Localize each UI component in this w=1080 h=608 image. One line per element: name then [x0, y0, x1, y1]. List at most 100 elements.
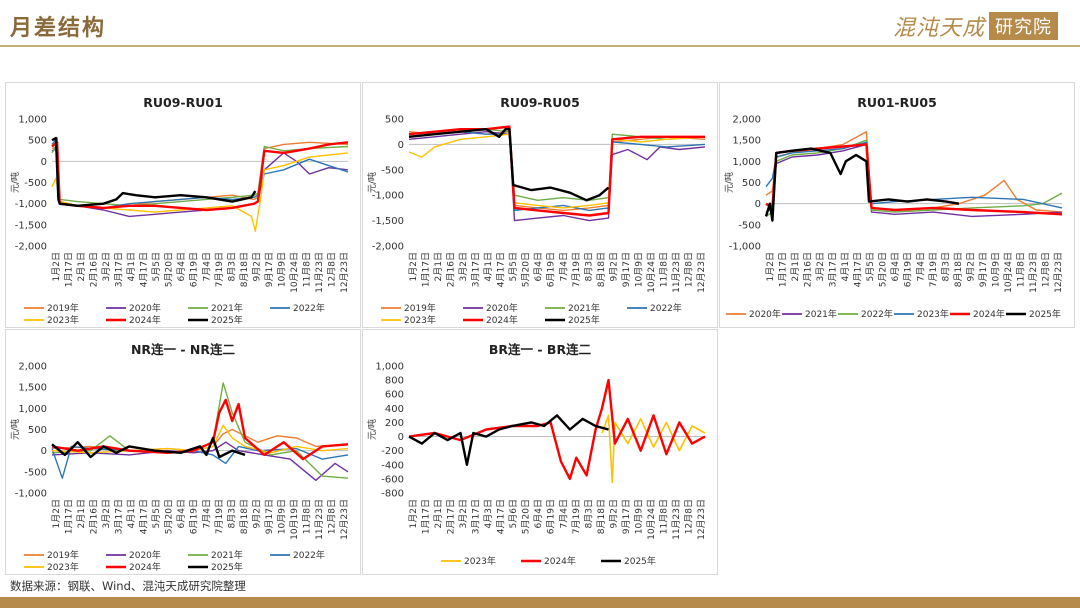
c5-xtick-10: 6月4日: [533, 499, 544, 528]
c3-ytick-0: 2,000: [732, 115, 761, 126]
c3-xtick-16: 9月2日: [965, 252, 976, 281]
brand-text: 混沌天成: [892, 16, 985, 41]
c1-legend-label-7: 2025年: [211, 314, 243, 326]
c1-xtick-7: 4月17日: [139, 252, 150, 287]
c4-xtick-4: 3月2日: [101, 499, 112, 528]
c2-xtick-0: 1月2日: [408, 252, 419, 281]
c4-legend-label-2: 2020年: [129, 549, 161, 561]
c3-xtick-10: 6月4日: [890, 252, 901, 281]
c4-xtick-13: 7月19日: [214, 499, 225, 534]
c5-xtick-9: 5月20日: [521, 499, 532, 534]
c3-ylabel: 元/吨: [723, 172, 735, 193]
c2-xtick-1: 1月17日: [421, 252, 432, 287]
c3-xtick-21: 11月23日: [1028, 252, 1039, 293]
c4-xtick-17: 9月17日: [264, 499, 275, 534]
c5-legend-label-1: 2023年: [464, 555, 496, 567]
c3-legend-label-6: 2025年: [1029, 308, 1061, 320]
c4-xtick-0: 1月2日: [51, 499, 62, 528]
c1-xtick-11: 6月19日: [189, 252, 200, 287]
c4-legend-label-6: 2024年: [129, 561, 161, 573]
c5-xtick-0: 1月2日: [408, 499, 419, 528]
c2-series-7-line: [408, 127, 610, 202]
c2-ylabel: 元/吨: [366, 172, 378, 193]
footer-bar: [0, 597, 1080, 608]
c1-xtick-9: 5月20日: [164, 252, 175, 287]
c4-series-3-line: [51, 382, 349, 479]
c2-xtick-11: 6月19日: [546, 252, 557, 287]
c5-xtick-14: 8月3日: [583, 499, 594, 528]
c3-xtick-7: 4月17日: [853, 252, 864, 287]
c3-xtick-1: 1月17日: [778, 252, 789, 287]
c3-xtick-0: 1月2日: [765, 252, 776, 281]
c2-xtick-18: 10月9日: [633, 252, 644, 287]
c3-xtick-13: 7月19日: [928, 252, 939, 287]
c4-xtick-18: 10月9日: [276, 499, 287, 534]
c4-xtick-12: 7月4日: [201, 499, 212, 528]
c3-xtick-23: 12月23日: [1053, 252, 1064, 293]
c1-ylabel: 元/吨: [9, 172, 21, 193]
c1-xtick-1: 1月17日: [64, 252, 75, 287]
c1-xtick-17: 9月17日: [264, 252, 275, 287]
header-rule: [0, 45, 1080, 47]
c5-xtick-7: 4月17日: [496, 499, 507, 534]
c4-ytick-3: 500: [28, 425, 47, 436]
chart-panel-nr-spread: NR连一 - NR连二 2,000 1,500 1,000 500 0 -500 -1,000…: [5, 329, 361, 575]
c3-legend-label-5: 2024年: [973, 308, 1005, 320]
c2-xtick-19: 10月24日: [646, 252, 657, 293]
c5-xtick-20: 11月8日: [658, 499, 669, 534]
c3-ytick-4: 0: [755, 199, 761, 210]
c1-legend-label-5: 2023年: [47, 314, 79, 326]
c3-series-6-line: [764, 147, 960, 222]
c1-xtick-5: 3月17日: [114, 252, 125, 287]
c4-xtick-21: 11月23日: [314, 499, 325, 540]
c5-ytick-2: 600: [385, 390, 404, 401]
c5-title: BR连一 - BR连二: [489, 342, 592, 357]
c5-xtick-19: 10月24日: [646, 499, 657, 540]
c2-xtick-16: 9月2日: [608, 252, 619, 281]
c1-xtick-8: 5月5日: [151, 252, 162, 281]
c2-legend-label-4: 2022年: [650, 302, 682, 314]
brand-logo: 混沌天成 研究院: [893, 10, 1058, 42]
c5-xtick-3: 2月17日: [446, 499, 457, 534]
c1-xtick-15: 8月18日: [239, 252, 250, 287]
c2-xtick-8: 5月5日: [508, 252, 519, 281]
c4-legend-label-1: 2019年: [47, 549, 79, 561]
c3-legend-label-4: 2023年: [917, 308, 949, 320]
c4-ytick-6: -1,000: [15, 489, 47, 500]
c1-ytick-6: -2,000: [15, 242, 47, 253]
c3-xtick-11: 6月19日: [903, 252, 914, 287]
c4-legend-label-4: 2022年: [293, 549, 325, 561]
c5-legend-label-2: 2024年: [544, 555, 576, 567]
c4-xtick-8: 5月5日: [151, 499, 162, 528]
c1-xtick-18: 10月9日: [276, 252, 287, 287]
c4-xtick-19: 10月19日: [289, 499, 300, 540]
chart-panel-br-spread: BR连一 - BR连二 1,000 800 600 400 200 0 -200 -400 -60…: [362, 329, 718, 575]
c1-xtick-23: 12月23日: [339, 252, 350, 293]
c4-xtick-20: 11月8日: [301, 499, 312, 534]
c4-ytick-1: 1,500: [18, 383, 47, 394]
c1-xtick-20: 11月8日: [301, 252, 312, 287]
c2-xtick-21: 11月23日: [671, 252, 682, 293]
brand-box: 研究院: [989, 12, 1058, 40]
c5-series-1-line: [601, 414, 706, 484]
c3-xtick-20: 11月8日: [1015, 252, 1026, 287]
c3-ytick-5: -500: [738, 220, 761, 231]
c1-legend-label-6: 2024年: [129, 314, 161, 326]
c4-xtick-5: 3月17日: [114, 499, 125, 534]
c3-ytick-2: 1,000: [732, 157, 761, 168]
c2-ytick-4: -1,500: [372, 216, 404, 227]
chart-panel-ru01-ru05: RU01-RU05 2,000 1,500 1,000 500 0 -500 -1,000 元/…: [719, 82, 1075, 328]
c4-xtick-14: 8月3日: [226, 499, 237, 528]
c1-xtick-3: 2月16日: [89, 252, 100, 287]
c5-xtick-6: 4月3日: [483, 499, 494, 528]
c5-ytick-3: 400: [385, 404, 404, 415]
c1-xtick-22: 12月8日: [326, 252, 337, 287]
c4-ylabel: 元/吨: [9, 419, 21, 440]
c4-ytick-2: 1,000: [18, 404, 47, 415]
c2-xtick-12: 7月4日: [558, 252, 569, 281]
c4-title: NR连一 - NR连二: [131, 342, 236, 357]
c1-legend-label-2: 2020年: [129, 302, 161, 314]
c1-legend-label-4: 2022年: [293, 302, 325, 314]
chart-nr-spread: NR连一 - NR连二 2,000 1,500 1,000 500 0 -500 -1,000…: [9, 342, 350, 573]
c1-xtick-0: 1月2日: [51, 252, 62, 281]
